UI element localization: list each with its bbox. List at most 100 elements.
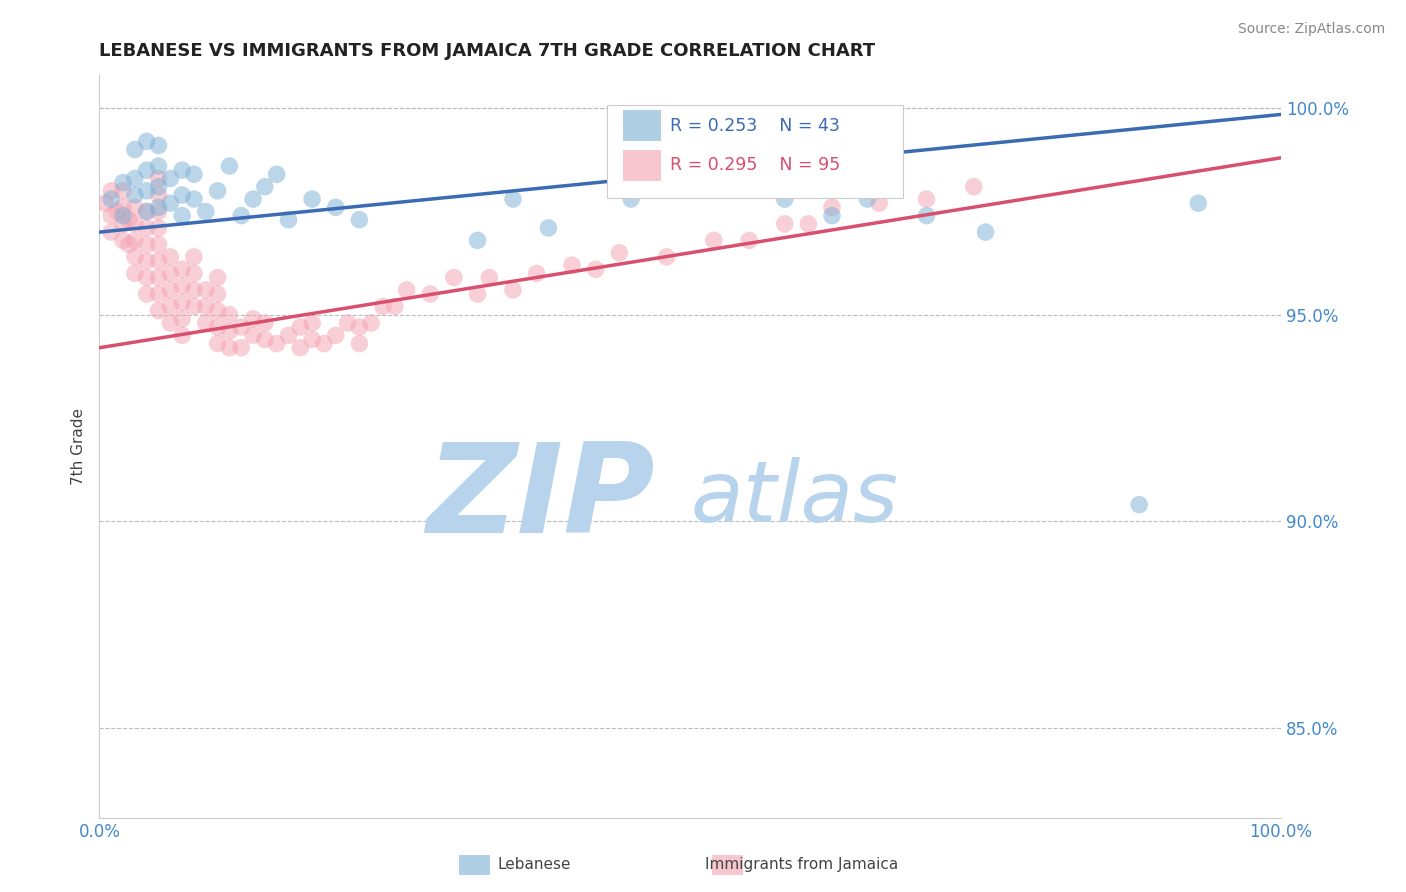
Point	[124, 200, 146, 214]
Point	[253, 179, 276, 194]
Point	[290, 341, 312, 355]
Point	[118, 237, 141, 252]
Point	[135, 254, 157, 268]
FancyBboxPatch shape	[458, 855, 491, 875]
Point	[124, 171, 146, 186]
Text: R = 0.295    N = 95: R = 0.295 N = 95	[671, 156, 841, 174]
Point	[172, 311, 194, 326]
Point	[112, 233, 135, 247]
Point	[467, 287, 489, 301]
Point	[124, 188, 146, 202]
Point	[148, 179, 170, 194]
Point	[207, 336, 229, 351]
Point	[301, 192, 323, 206]
Point	[148, 204, 170, 219]
Text: Immigrants from Jamaica: Immigrants from Jamaica	[704, 857, 898, 872]
Point	[148, 237, 170, 252]
Point	[135, 237, 157, 252]
Point	[585, 262, 607, 277]
FancyBboxPatch shape	[607, 105, 903, 198]
Point	[159, 250, 181, 264]
Point	[194, 204, 217, 219]
Point	[607, 245, 630, 260]
Point	[112, 217, 135, 231]
Point	[526, 267, 548, 281]
Point	[135, 204, 157, 219]
Point	[112, 200, 135, 214]
Point	[218, 341, 240, 355]
Text: LEBANESE VS IMMIGRANTS FROM JAMAICA 7TH GRADE CORRELATION CHART: LEBANESE VS IMMIGRANTS FROM JAMAICA 7TH …	[100, 42, 876, 60]
Point	[94, 196, 117, 211]
Point	[218, 159, 240, 173]
Point	[502, 283, 524, 297]
Point	[194, 316, 217, 330]
Point	[266, 167, 288, 181]
Point	[915, 192, 938, 206]
Point	[218, 324, 240, 338]
Point	[231, 341, 253, 355]
Point	[207, 303, 229, 318]
Point	[325, 200, 347, 214]
Point	[395, 283, 418, 297]
Point	[135, 163, 157, 178]
Point	[467, 233, 489, 247]
Point	[135, 270, 157, 285]
Point	[148, 138, 170, 153]
Point	[159, 300, 181, 314]
Point	[231, 209, 253, 223]
Point	[105, 204, 128, 219]
Point	[172, 295, 194, 310]
Text: ZIP: ZIP	[426, 438, 655, 559]
Point	[537, 221, 560, 235]
Point	[172, 163, 194, 178]
Point	[159, 267, 181, 281]
Point	[797, 217, 820, 231]
Point	[349, 212, 371, 227]
Point	[159, 316, 181, 330]
Text: atlas: atlas	[690, 458, 898, 541]
Text: R = 0.253    N = 43: R = 0.253 N = 43	[671, 117, 839, 135]
Point	[124, 217, 146, 231]
Point	[172, 188, 194, 202]
Point	[277, 212, 299, 227]
Point	[124, 143, 146, 157]
Point	[124, 233, 146, 247]
Point	[253, 333, 276, 347]
Point	[655, 250, 678, 264]
Point	[100, 184, 122, 198]
Point	[183, 192, 205, 206]
Point	[159, 283, 181, 297]
Point	[159, 196, 181, 211]
Point	[183, 300, 205, 314]
Point	[135, 184, 157, 198]
Point	[183, 250, 205, 264]
Text: Source: ZipAtlas.com: Source: ZipAtlas.com	[1237, 22, 1385, 37]
FancyBboxPatch shape	[623, 110, 661, 141]
Point	[207, 287, 229, 301]
Point	[963, 179, 986, 194]
Point	[112, 176, 135, 190]
Point	[172, 262, 194, 277]
Point	[360, 316, 382, 330]
Point	[620, 192, 643, 206]
Point	[1128, 498, 1150, 512]
Point	[1187, 196, 1209, 211]
Point	[773, 192, 796, 206]
Point	[100, 192, 122, 206]
Point	[183, 167, 205, 181]
Point	[242, 192, 264, 206]
Point	[502, 192, 524, 206]
Point	[148, 188, 170, 202]
Point	[703, 233, 725, 247]
Point	[135, 204, 157, 219]
Point	[135, 221, 157, 235]
Point	[915, 209, 938, 223]
Point	[253, 316, 276, 330]
Point	[194, 300, 217, 314]
Point	[172, 278, 194, 293]
Point	[349, 336, 371, 351]
Point	[738, 233, 761, 247]
Point	[172, 328, 194, 343]
Point	[148, 200, 170, 214]
Point	[371, 300, 394, 314]
